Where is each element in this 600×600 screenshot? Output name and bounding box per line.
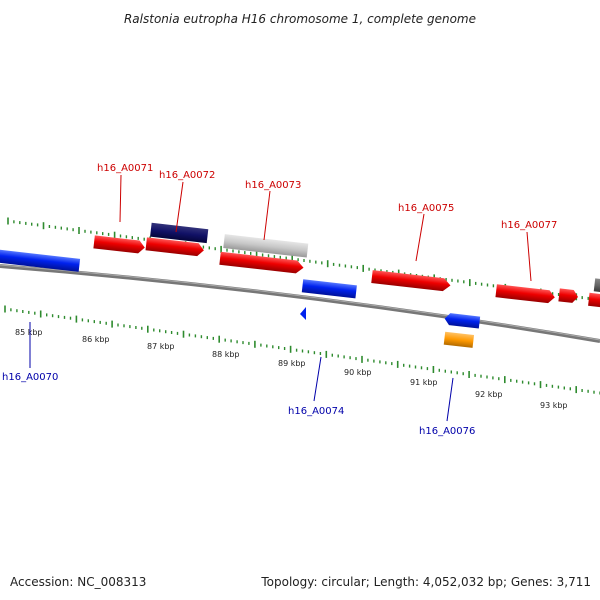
backbone xyxy=(0,264,600,343)
gene-label-forward[interactable]: h16_A0077 xyxy=(501,220,557,231)
genome-drawing: 85 kbp 86 kbp 87 kbp 88 kbp 89 kbp 90 kbp 91 k… xyxy=(0,163,600,437)
gene-arrow-forward xyxy=(93,235,145,254)
gene-arrow-reverse xyxy=(301,279,357,299)
map-title: Ralstonia eutropha H16 chromosome 1, com… xyxy=(124,12,476,26)
gene-label-leader xyxy=(526,231,532,282)
scale-label: 93 kbp xyxy=(540,401,568,410)
gene-arrow-forward xyxy=(371,270,451,292)
gene-arrow-forward xyxy=(588,292,600,308)
gene-arrow-forward xyxy=(219,251,304,274)
scale-label: 89 kbp xyxy=(278,359,306,368)
gene-label-forward[interactable]: h16_A0075 xyxy=(398,203,454,214)
scale-label: 87 kbp xyxy=(147,342,175,351)
inner-tick-row xyxy=(4,305,600,395)
gene-arrow-forward xyxy=(145,237,204,257)
gene-label-leader xyxy=(415,213,425,262)
scale-label: 85 kbp xyxy=(15,328,43,337)
gene-label-leader xyxy=(313,356,322,402)
gene-arrow-reverse xyxy=(0,247,81,272)
gene-arrow-forward xyxy=(495,284,555,304)
gene-label-leader xyxy=(446,377,454,422)
scale-labels: 85 kbp 86 kbp 87 kbp 88 kbp 89 kbp 90 kbp 91 k… xyxy=(15,328,568,410)
gene-feature-navy xyxy=(150,222,209,244)
genome-summary-text: Topology: circular; Length: 4,052,032 bp… xyxy=(260,575,591,589)
gene-label-forward[interactable]: h16_A0071 xyxy=(97,163,153,174)
scale-label: 91 kbp xyxy=(410,378,438,387)
gene-label-leader xyxy=(175,181,184,233)
gene-arrow-reverse xyxy=(444,313,481,329)
scale-label: 90 kbp xyxy=(344,368,372,377)
genes xyxy=(0,222,600,348)
gene-label-reverse[interactable]: h16_A0074 xyxy=(288,406,344,417)
scale-label: 86 kbp xyxy=(82,335,110,344)
gene-label-forward[interactable]: h16_A0072 xyxy=(159,170,215,181)
scale-label: 92 kbp xyxy=(475,390,503,399)
accession-text: Accession: NC_008313 xyxy=(10,575,146,589)
gene-feature-orange xyxy=(443,331,475,348)
gene-arrow-forward xyxy=(558,288,578,303)
gene-label-forward[interactable]: h16_A0073 xyxy=(245,180,301,191)
gene-label-leader xyxy=(263,190,271,241)
gene-label-reverse[interactable]: h16_A0076 xyxy=(419,426,475,437)
gene-label-leader xyxy=(119,174,122,223)
gene-arrow-reverse-head xyxy=(300,307,306,320)
gene-feature-gray xyxy=(223,234,309,258)
gene-feature-darkgray xyxy=(593,278,600,293)
gene-labels: h16_A0071 h16_A0072 h16_A0073 h16_A0075 h16_… xyxy=(2,163,557,437)
scale-label: 88 kbp xyxy=(212,350,240,359)
gene-label-reverse[interactable]: h16_A0070 xyxy=(2,372,58,383)
gene-label-lines xyxy=(29,174,532,422)
